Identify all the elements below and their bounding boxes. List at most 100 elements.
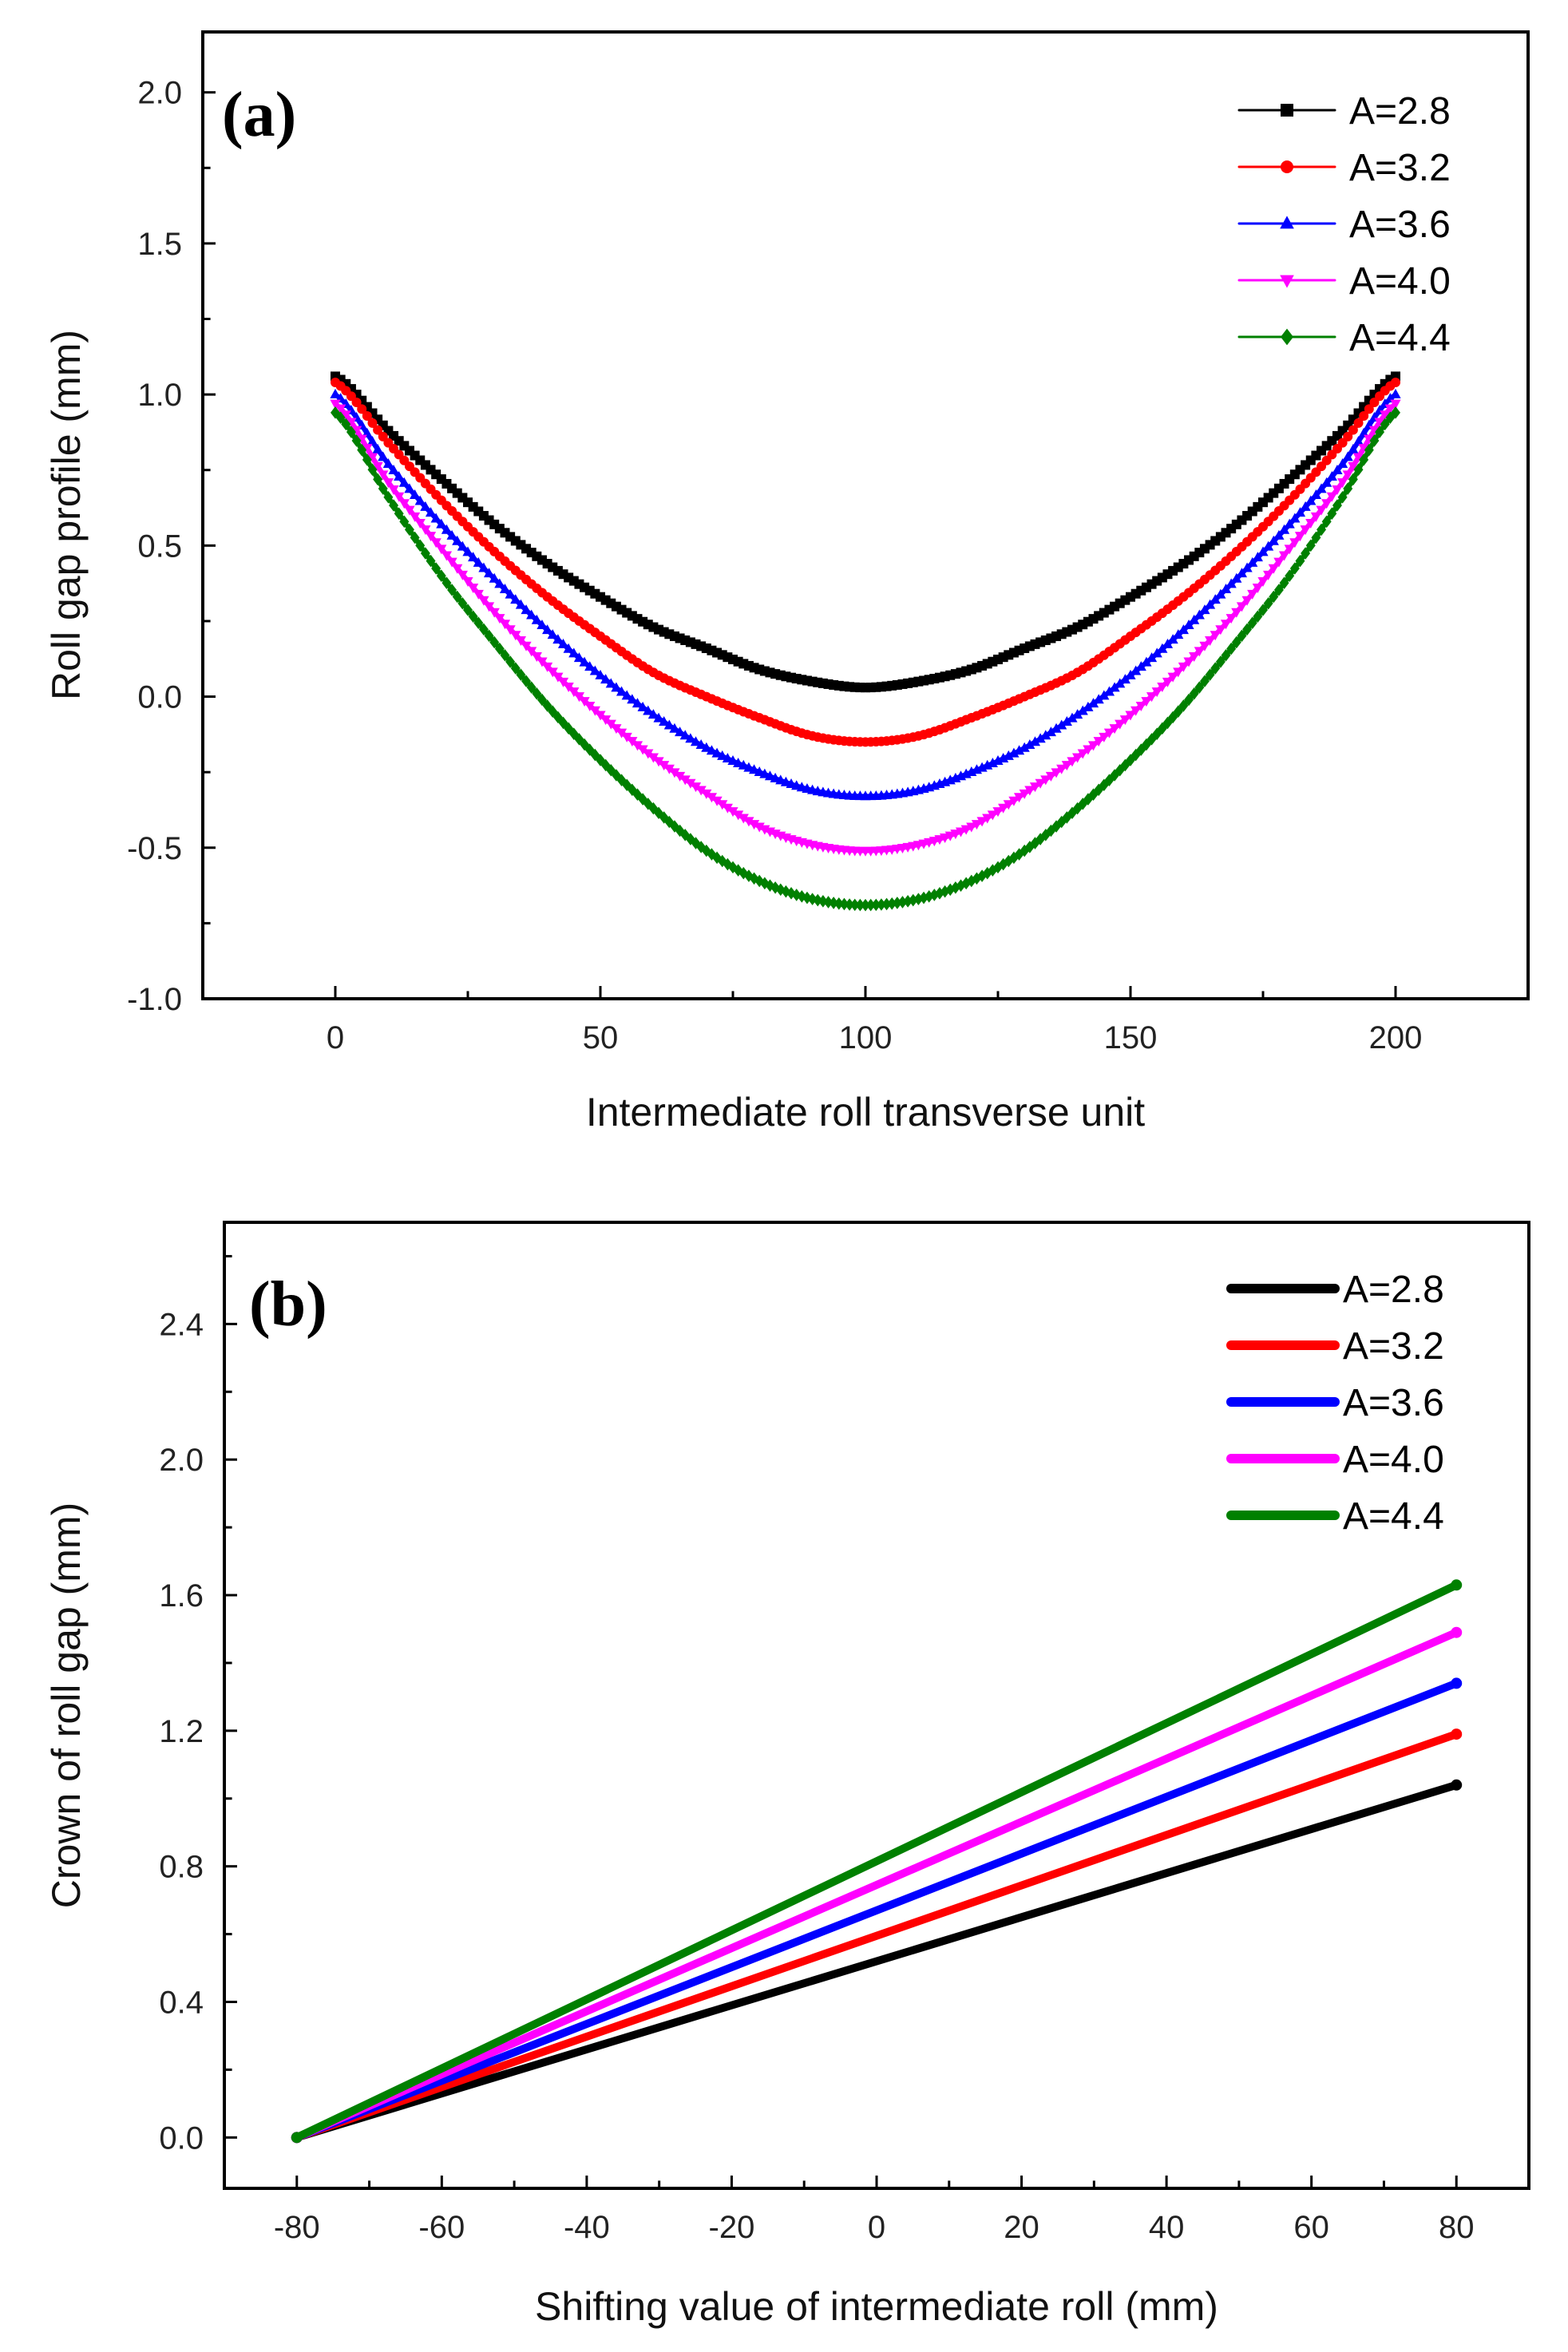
series-a-a-3-6-marker xyxy=(1247,556,1258,567)
series-a-a-4-0-marker xyxy=(1189,651,1200,662)
series-a-a-3-6-marker xyxy=(1348,443,1359,453)
series-a-a-3-6-marker xyxy=(663,719,675,730)
series-a-a-4-4-marker xyxy=(881,897,892,911)
series-a-a-4-0-marker xyxy=(1093,737,1104,747)
series-a-a-4-0-marker xyxy=(468,584,479,594)
series-a-a-4-4-marker xyxy=(1391,406,1400,419)
series-a-a-3-6-marker xyxy=(394,470,405,481)
series-a-a-4-0-marker xyxy=(1364,434,1375,445)
series-a-a-3-6-marker xyxy=(1146,652,1158,663)
series-a-a-4-4-marker xyxy=(420,547,430,560)
series-a-a-4-4-marker xyxy=(1237,629,1247,643)
series-a-a-4-4-marker xyxy=(399,515,410,529)
series-a-a-4-4-marker xyxy=(1337,490,1348,504)
series-a-a-4-0-marker xyxy=(1077,749,1088,759)
series-a-a-4-4-line xyxy=(333,410,1398,908)
x-tick-label-b: 20 xyxy=(1004,2210,1039,2245)
series-a-a-4-0-marker xyxy=(430,538,441,548)
series-a-a-4-0-marker xyxy=(653,757,664,767)
series-a-a-3-6-marker xyxy=(584,661,596,671)
x-tick-label-a: 50 xyxy=(583,1020,619,1055)
series-a-a-4-0-marker xyxy=(1241,596,1253,606)
y-tick-label-a: -1.0 xyxy=(127,982,182,1017)
series-a-a-4-4-marker xyxy=(1343,482,1353,495)
series-a-a-4-0-marker xyxy=(557,677,569,687)
y-tick-label-b: 2.4 xyxy=(159,1307,204,1342)
series-a-a-3-6-marker xyxy=(1199,604,1210,615)
series-b-a-4-0 xyxy=(291,1626,1463,2144)
series-a-a-3-6-marker xyxy=(659,716,670,727)
series-a-a-4-4-marker xyxy=(876,898,886,911)
series-a-a-4-4-marker xyxy=(463,604,473,616)
series-a-a-4-4-marker xyxy=(441,576,452,589)
series-a-a-3-6-marker xyxy=(675,727,686,737)
series-a-a-4-0-marker xyxy=(1278,551,1290,561)
panel-b-x-axis-title: Shifting value of intermediate roll (mm) xyxy=(535,2284,1218,2329)
x-tick-label-b: 80 xyxy=(1439,2210,1475,2245)
series-a-a-3-6-marker xyxy=(1178,624,1189,635)
series-a-a-4-0-marker xyxy=(1061,761,1072,771)
series-a-a-4-4 xyxy=(331,406,1400,912)
panel-b-crown-of-roll-gap: -80 -60 -40 -20 0 20 40 60 80 0.0 0.4 0.8 1.2 1.6 2.0 2… xyxy=(44,1221,1530,2329)
series-a-a-4-0-marker xyxy=(1294,532,1306,542)
series-a-a-3-6-marker xyxy=(1183,619,1194,629)
series-a-a-4-0-marker xyxy=(1374,418,1385,428)
series-a-a-4-4-marker xyxy=(362,453,372,466)
x-tick-label-b: 40 xyxy=(1149,2210,1185,2245)
series-a-a-3-6-marker xyxy=(452,535,463,545)
series-a-a-3-6-marker xyxy=(388,465,399,475)
series-a-a-3-6-marker xyxy=(1115,678,1126,688)
series-a-a-3-6-marker xyxy=(510,594,521,604)
series-a-a-3-6-marker xyxy=(1157,643,1168,653)
series-a-a-3-6-marker xyxy=(462,546,473,556)
series-a-a-4-4-marker xyxy=(1269,590,1279,604)
series-a-a-3-6-marker xyxy=(489,572,500,583)
legend-entry-b-4: A=4.4 xyxy=(1226,1495,1444,1538)
legend-entry-a-3: A=4.0 xyxy=(1237,260,1451,303)
series-a-a-4-0-marker xyxy=(1332,485,1343,496)
legend-label-b: A=3.2 xyxy=(1343,1325,1444,1368)
series-a-a-2-8-marker xyxy=(404,445,414,456)
series-a-a-3-2-marker xyxy=(357,404,367,414)
series-a-a-4-4-marker xyxy=(632,788,643,802)
series-a-a-3-6-marker xyxy=(1252,552,1263,562)
series-a-a-4-0-marker xyxy=(1151,687,1162,698)
series-a-a-4-0-marker xyxy=(1321,499,1332,509)
series-a-a-3-6-marker xyxy=(1205,599,1216,609)
series-b-a-3-6-point xyxy=(1451,1677,1463,1689)
series-a-a-4-0-marker xyxy=(362,444,373,454)
series-a-a-3-6-marker xyxy=(1162,638,1174,648)
y-tick-label-b: 0.4 xyxy=(159,1985,204,2020)
series-a-a-3-6-marker xyxy=(605,678,616,688)
series-a-a-4-0-marker xyxy=(1268,564,1279,574)
series-b-a-4-4-point xyxy=(291,2132,303,2144)
series-a-a-3-6-marker xyxy=(1210,594,1221,604)
y-tick-label-a: 1.5 xyxy=(137,227,182,262)
panel-a-x-axis-title: Intermediate roll transverse unit xyxy=(586,1090,1145,1134)
series-a-a-4-4-marker xyxy=(1311,531,1321,544)
x-tick-label-b: -20 xyxy=(709,2210,755,2245)
series-a-a-4-0-marker xyxy=(1257,577,1269,588)
series-a-a-4-0-marker xyxy=(584,701,596,711)
series-a-a-4-0-marker xyxy=(1252,584,1263,594)
series-a-a-4-0-marker xyxy=(616,728,628,738)
series-a-a-4-0-marker xyxy=(627,737,638,747)
series-a-a-4-4-marker xyxy=(1258,604,1268,616)
series-a-a-4-0-marker xyxy=(1247,589,1258,600)
series-a-a-3-6-marker xyxy=(1125,669,1136,679)
legend-label-b: A=2.8 xyxy=(1343,1269,1444,1311)
series-a-a-4-0-marker xyxy=(1035,778,1046,789)
series-a-a-4-0-marker xyxy=(727,807,738,818)
series-a-a-3-6-marker xyxy=(468,552,479,562)
series-a-a-3-6-marker xyxy=(1289,513,1301,523)
series-a-a-4-0-marker xyxy=(1040,775,1051,786)
series-a-a-3-6-marker xyxy=(1024,739,1035,750)
series-a-a-4-0-marker xyxy=(1194,647,1205,657)
series-a-a-4-0-marker xyxy=(600,715,612,726)
series-a-a-4-0-marker xyxy=(394,492,405,502)
series-a-a-4-0-marker xyxy=(669,768,680,778)
series-a-a-3-6-marker xyxy=(1109,682,1120,692)
legend-entry-a-2: A=3.6 xyxy=(1237,204,1451,246)
series-a-a-4-0-marker xyxy=(1305,519,1317,529)
series-a-a-4-0-marker xyxy=(1024,786,1035,796)
